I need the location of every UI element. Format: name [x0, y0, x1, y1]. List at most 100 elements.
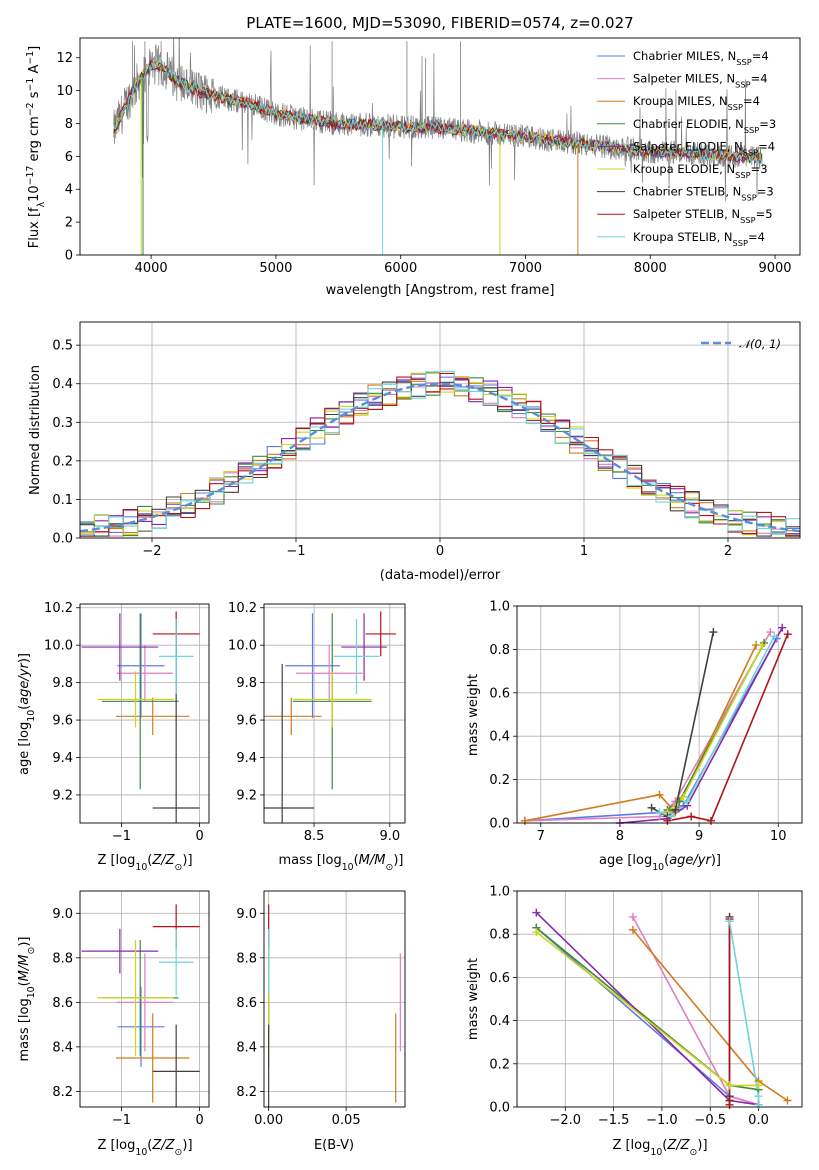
data-point: [667, 812, 676, 821]
tick-label-y: 0.2: [489, 773, 510, 788]
tick-label-y: 12: [56, 51, 73, 66]
tick-label-x: 1: [580, 544, 588, 559]
data-spectrum: [113, 38, 763, 202]
model-spectrum-kroupa-stelib: [113, 59, 763, 164]
tick-label-x: −1.5: [598, 1113, 630, 1128]
tick-label-y: 4: [65, 183, 73, 198]
weight-line: [524, 638, 778, 822]
weight-line: [535, 927, 759, 1091]
tick-label-y: 8.4: [236, 1040, 257, 1055]
tick-label-y: 9.0: [52, 907, 73, 922]
y-axis-label: mass [log10(M/M⊙)]: [17, 937, 37, 1062]
tick-label-x: 5000: [259, 261, 292, 276]
data-point: [783, 630, 792, 639]
tick-label-y: 10.0: [44, 639, 73, 654]
tick-label-y: 10: [56, 84, 73, 99]
tick-label-y: 0.2: [52, 454, 73, 469]
tick-label-x: −1: [286, 544, 305, 559]
data-point: [532, 908, 541, 917]
plot-area-age-vs-mass: [264, 611, 396, 823]
y-axis-label: Flux [fλ10−17 erg cm−2 s−1 A−1]: [25, 46, 47, 248]
tick-label-x: 0: [195, 1113, 203, 1128]
tick-label-x: 9.0: [379, 829, 400, 844]
axes-frame: [79, 603, 210, 824]
weight-line: [632, 916, 759, 1106]
tick-label-x: 0: [195, 829, 203, 844]
normal-curve: [80, 382, 800, 533]
data-point: [520, 816, 529, 825]
tick-label-x: −1: [112, 1113, 131, 1128]
legend-entry: Chabrier ELODIE, NSSP=3: [633, 117, 776, 135]
tick-label-y: 0: [65, 249, 73, 264]
plot-mass-vs-EBV: 0.00 0.05 8.2 8.4 8.6 8.8 9.0 E(B-V): [236, 890, 406, 1153]
data-point: [709, 628, 718, 637]
data-point: [725, 1100, 734, 1109]
histogram-kroupa-stelib: [80, 370, 800, 536]
tick-label-y: 0.3: [52, 416, 73, 431]
tick-label-y: 0.6: [489, 971, 510, 986]
tick-label-x: 2: [724, 544, 732, 559]
x-axis-label: mass [log10(M/M⊙)]: [279, 853, 404, 873]
tick-label-x: 6000: [384, 261, 417, 276]
legend-entry: Kroupa ELODIE, NSSP=3: [633, 162, 768, 180]
axes-frame: [263, 603, 406, 824]
tick-label-y: 9.2: [52, 788, 73, 803]
tick-label-y: 8.8: [52, 951, 73, 966]
tick-label-y: 10.2: [44, 601, 73, 616]
x-axis-label: wavelength [Angstrom, rest frame]: [326, 283, 555, 298]
tick-label-y: 0.4: [489, 1014, 510, 1029]
data-point: [687, 812, 696, 821]
plot-area-mass-vs-EBV: [268, 904, 401, 1107]
axes-frame: [79, 890, 210, 1108]
axes-frame: [516, 605, 803, 824]
tick-label-y: 8: [65, 117, 73, 132]
data-point: [754, 1100, 763, 1109]
tick-label-x: −1: [112, 829, 131, 844]
tick-label-x: 8: [616, 829, 624, 844]
data-point: [532, 928, 541, 937]
tick-label-x: −0.5: [694, 1113, 726, 1128]
tick-label-x: 0.05: [332, 1113, 361, 1128]
data-point: [778, 623, 787, 632]
weight-line: [535, 912, 759, 1106]
plot-mass-vs-Z: −1 0 8.2 8.4 8.6 8.8 9.0 Z [log10(Z/Z⊙)] mass [l…: [17, 890, 210, 1158]
plot-residuals: −2 −1 0 1 2 0.0 0.1 0.2 0.3 0.4 0.5 𝒩(0, 1) (data-mo…: [28, 321, 801, 583]
tick-label-x: −2.0: [550, 1113, 582, 1128]
tick-label-x: 10: [770, 829, 787, 844]
tick-label-y: 9.6: [52, 714, 73, 729]
legend-entry: Chabrier STELIB, NSSP=3: [633, 185, 774, 203]
weight-line: [728, 921, 760, 1105]
plot-age-vs-mass: 8.5 9.0 9.2 9.4 9.6 9.8 10.0 10.2 mass [log10(M/…: [228, 601, 406, 873]
plot-spectrum: 4000 5000 6000 7000 8000 9000 0 2 4 6 8 10 12 wavelen…: [25, 37, 801, 298]
data-point: [725, 1081, 734, 1090]
tick-label-y: 8.4: [52, 1040, 73, 1055]
x-axis-label: age [log10(age/yr)]: [599, 853, 721, 873]
weight-line: [667, 633, 789, 822]
data-point: [655, 808, 664, 817]
data-point: [671, 805, 680, 814]
tick-label-y: 8.6: [52, 996, 73, 1011]
tick-label-x: 7: [537, 829, 545, 844]
plot-area-residuals: [80, 370, 800, 537]
axes-frame: [516, 890, 803, 1108]
plot-weight-vs-Z: −2.0 −1.5 −1.0 −0.5 0.0 0.0 0.2 0.4 0.6 0.8 1.0 Z […: [466, 885, 803, 1158]
legend-entry: Kroupa MILES, NSSP=4: [633, 94, 760, 112]
y-axis-label: Normed distribution: [28, 365, 43, 495]
tick-label-y: 1.0: [489, 885, 510, 900]
weight-line: [524, 644, 757, 822]
tick-label-y: 0.8: [489, 643, 510, 658]
tick-label-x: 7000: [509, 261, 542, 276]
plot-area-weight-vs-age: [524, 627, 789, 823]
tick-label-x: −1.0: [646, 1113, 678, 1128]
tick-label-y: 9.8: [52, 676, 73, 691]
tick-label-x: 8000: [634, 261, 667, 276]
tick-label-y: 9.4: [52, 751, 73, 766]
axes-frame: [79, 321, 801, 539]
tick-label-x: 9: [695, 829, 703, 844]
legend-entry: Chabrier MILES, NSSP=4: [633, 49, 769, 67]
data-point: [628, 925, 637, 934]
legend-entry: Salpeter MILES, NSSP=4: [633, 72, 768, 90]
legend-entry: Salpeter STELIB, NSSP=5: [633, 207, 773, 225]
data-point: [758, 641, 767, 650]
